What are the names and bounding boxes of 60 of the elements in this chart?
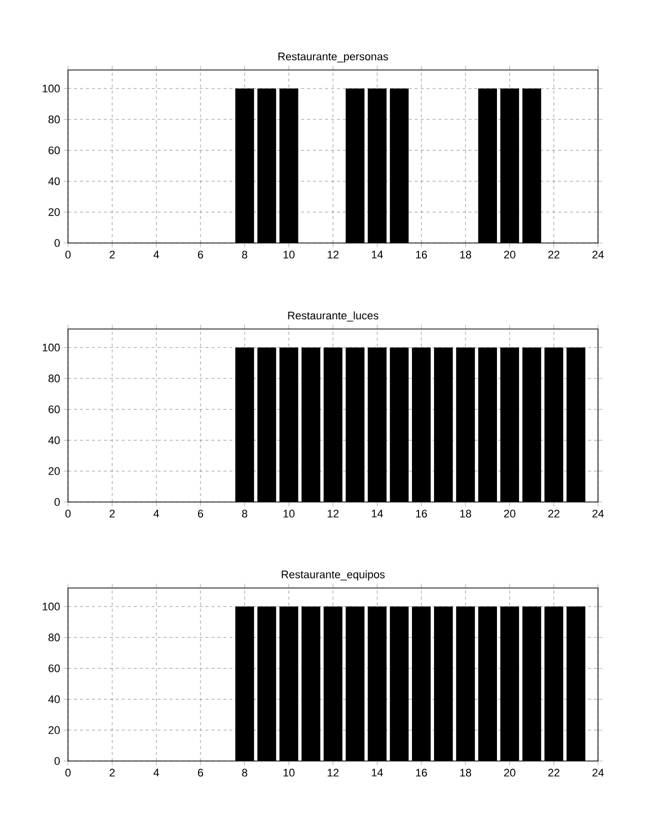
y-tick-label: 0 [54,239,60,247]
x-tick-label: 6 [198,250,204,259]
y-tick-label: 60 [48,664,60,672]
x-tick-label: 18 [460,510,472,518]
x-tick-label: 12 [328,510,339,518]
chart-title: Restaurante_personas [278,52,388,62]
x-tick-label: 4 [154,510,160,518]
y-tick-label: 40 [48,436,60,444]
x-tick-label: 24 [592,768,604,776]
x-tick-label: 24 [592,510,604,518]
x-tick-label: 0 [65,768,71,777]
x-tick-label: 6 [198,768,204,777]
y-tick-label: 0 [54,498,60,506]
x-tick-label: 20 [504,250,516,259]
y-tick-label: 20 [48,467,60,475]
y-tick-label: 0 [54,757,60,765]
x-tick-label: 4 [154,250,160,258]
y-tick-label: 20 [48,726,60,734]
x-tick-label: 0 [65,510,71,518]
y-tick-label: 60 [48,405,60,414]
x-tick-label: 12 [328,250,339,258]
y-tick-label: 100 [42,602,60,610]
y-tick-label: 20 [48,208,60,216]
y-tick-label: 80 [48,634,60,642]
x-tick-label: 12 [328,768,339,776]
x-tick-label: 6 [198,510,204,518]
x-tick-label: 20 [504,768,516,777]
x-tick-label: 16 [416,510,427,518]
y-tick-label: 80 [48,116,60,124]
x-tick-label: 2 [110,768,115,776]
x-tick-label: 8 [242,510,248,518]
x-tick-label: 2 [110,250,115,258]
chart-title: Restaurante_equipos [282,570,385,580]
y-tick-label: 40 [48,695,60,704]
y-tick-label: 100 [42,344,60,352]
x-tick-label: 10 [284,768,294,777]
x-tick-label: 8 [242,768,248,777]
x-tick-label: 16 [416,768,427,777]
x-tick-label: 4 [154,768,160,776]
x-tick-label: 14 [372,768,383,776]
y-tick-label: 40 [48,177,60,186]
x-tick-label: 20 [504,510,516,518]
x-tick-label: 18 [460,250,472,259]
x-tick-label: 14 [372,250,383,258]
x-tick-label: 16 [416,250,427,259]
y-tick-label: 100 [42,84,60,92]
x-tick-label: 18 [460,768,472,777]
chart-title: Restaurante_luces [288,311,378,322]
x-tick-label: 22 [548,250,560,258]
y-tick-label: 60 [48,146,60,154]
x-tick-label: 24 [592,250,604,258]
x-tick-label: 10 [284,510,294,518]
y-tick-label: 80 [48,374,60,382]
x-tick-label: 22 [548,510,560,518]
x-tick-label: 10 [284,250,294,259]
x-tick-label: 22 [548,768,560,776]
x-tick-label: 2 [110,510,115,518]
x-tick-label: 8 [242,250,248,259]
x-tick-label: 0 [65,250,71,259]
x-tick-label: 14 [372,510,383,518]
